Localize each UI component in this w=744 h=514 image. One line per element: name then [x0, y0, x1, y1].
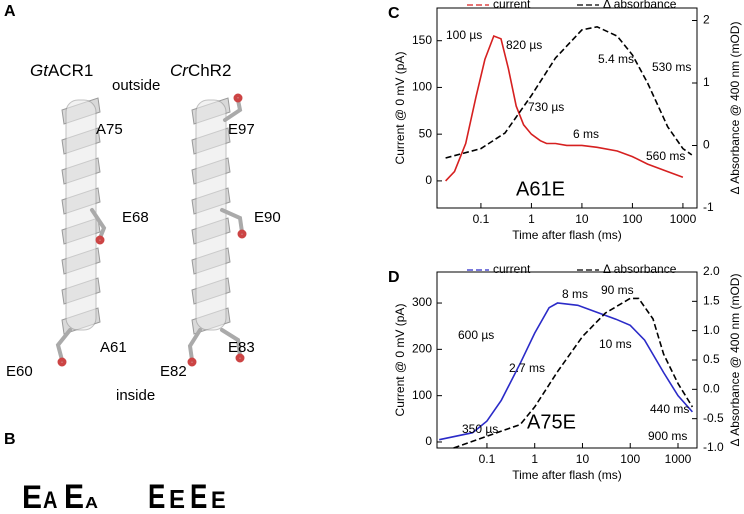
- residue-label: E68: [122, 209, 149, 226]
- annotation: 90 ms: [601, 283, 634, 297]
- protein-name: CrChR2: [170, 61, 231, 80]
- annotation: 730 µs: [528, 100, 564, 114]
- y-tick-label: 100: [412, 80, 432, 94]
- logo-letter: A: [85, 494, 98, 512]
- helices: [61, 97, 231, 335]
- y2-axis-label: Δ Absorbance @ 400 nm (mOD): [728, 22, 742, 195]
- y-tick-label: 200: [412, 342, 432, 356]
- annotation: 8 ms: [562, 287, 588, 301]
- annotation: 530 ms: [652, 60, 691, 74]
- logo-letter: E: [169, 485, 185, 514]
- inside-label: inside: [116, 387, 155, 404]
- x-tick-label: 1: [528, 212, 535, 226]
- legend-label: Δ absorbance: [603, 262, 677, 276]
- annotation: 2.7 ms: [509, 361, 545, 375]
- x-tick-label: 10: [576, 452, 590, 466]
- annotation: 440 ms: [650, 402, 689, 416]
- annotation: 100 µs: [446, 28, 482, 42]
- protein-name-rest: ChR2: [188, 61, 231, 80]
- protein-name-italic: Cr: [170, 61, 189, 80]
- logo-letter: E: [22, 479, 42, 514]
- plot-frame: [436, 7, 698, 209]
- y-tick-label: 300: [412, 295, 432, 309]
- y2-tick-label: -1.0: [703, 440, 724, 454]
- x-tick-label: 0.1: [479, 452, 496, 466]
- x-tick-label: 1000: [670, 212, 697, 226]
- y-tick-label: 50: [419, 126, 433, 140]
- y-axis-label: Current @ 0 mV (pA): [393, 52, 407, 165]
- residue-label: E60: [6, 363, 33, 380]
- panel-label: D: [388, 269, 400, 286]
- mutant-label: A61E: [516, 178, 565, 200]
- logo-letter: E: [148, 479, 165, 514]
- y2-axis-label: Δ Absorbance @ 400 nm (mOD): [728, 274, 742, 447]
- y2-tick-label: 0.0: [703, 382, 720, 396]
- x-tick-label: 100: [620, 452, 640, 466]
- y2-tick-label: 0.5: [703, 352, 720, 366]
- legend-label: current: [493, 0, 531, 11]
- y2-tick-label: -0.5: [703, 411, 724, 425]
- logo-letter: A: [43, 486, 57, 513]
- annotation: 560 ms: [646, 149, 685, 163]
- x-tick-label: 1000: [665, 452, 692, 466]
- x-tick-label: 1: [531, 452, 538, 466]
- annotation: 600 µs: [458, 328, 494, 342]
- protein-name-italic: Gt: [30, 61, 49, 80]
- residue-label: A61: [100, 339, 127, 356]
- residue-label: E90: [254, 209, 281, 226]
- y2-tick-label: 2: [703, 13, 710, 27]
- x-axis-label: Time after flash (ms): [512, 468, 622, 482]
- data-line: [453, 297, 694, 449]
- residue-label: E97: [228, 121, 255, 138]
- annotation: 350 µs: [462, 422, 498, 436]
- annotation: 820 µs: [506, 38, 542, 52]
- y-tick-label: 100: [412, 388, 432, 402]
- annotation: 10 ms: [599, 337, 632, 351]
- y-tick-label: 0: [425, 173, 432, 187]
- logo-letter: E: [64, 477, 84, 514]
- x-tick-label: 100: [622, 212, 642, 226]
- y-tick-label: 150: [412, 33, 432, 47]
- residue-label: A75: [96, 121, 123, 138]
- data-line: [445, 25, 693, 159]
- y2-tick-label: 1.5: [703, 294, 720, 308]
- data-line: [445, 34, 684, 182]
- y2-tick-label: 0: [703, 138, 710, 152]
- annotation: 5.4 ms: [598, 52, 634, 66]
- annotation: 6 ms: [573, 127, 599, 141]
- y2-tick-label: -1: [703, 200, 714, 214]
- y2-tick-label: 2.0: [703, 264, 720, 278]
- y2-tick-label: 1: [703, 75, 710, 89]
- logo-letter: E: [190, 479, 207, 514]
- x-axis-label: Time after flash (ms): [512, 228, 622, 242]
- annotation: 900 ms: [648, 429, 687, 443]
- panel-label: B: [4, 431, 16, 448]
- legend-label: Δ absorbance: [603, 0, 677, 11]
- panel-label: A: [4, 3, 16, 20]
- residue-label: E82: [160, 363, 187, 380]
- panel-label: C: [388, 5, 400, 22]
- mutant-label: A75E: [527, 411, 576, 433]
- y-axis-label: Current @ 0 mV (pA): [393, 304, 407, 417]
- data-line: [439, 302, 693, 441]
- residue-label: E83: [228, 339, 255, 356]
- y-tick-label: 0: [425, 434, 432, 448]
- protein-name-rest: ACR1: [48, 61, 93, 80]
- legend-label: current: [493, 262, 531, 276]
- outside-label: outside: [112, 77, 160, 94]
- protein-name: GtACR1: [30, 61, 93, 80]
- side-chains: [55, 93, 247, 367]
- y2-tick-label: 1.0: [703, 323, 720, 337]
- logo-letter: E: [211, 486, 226, 513]
- x-tick-label: 0.1: [473, 212, 490, 226]
- x-tick-label: 10: [575, 212, 589, 226]
